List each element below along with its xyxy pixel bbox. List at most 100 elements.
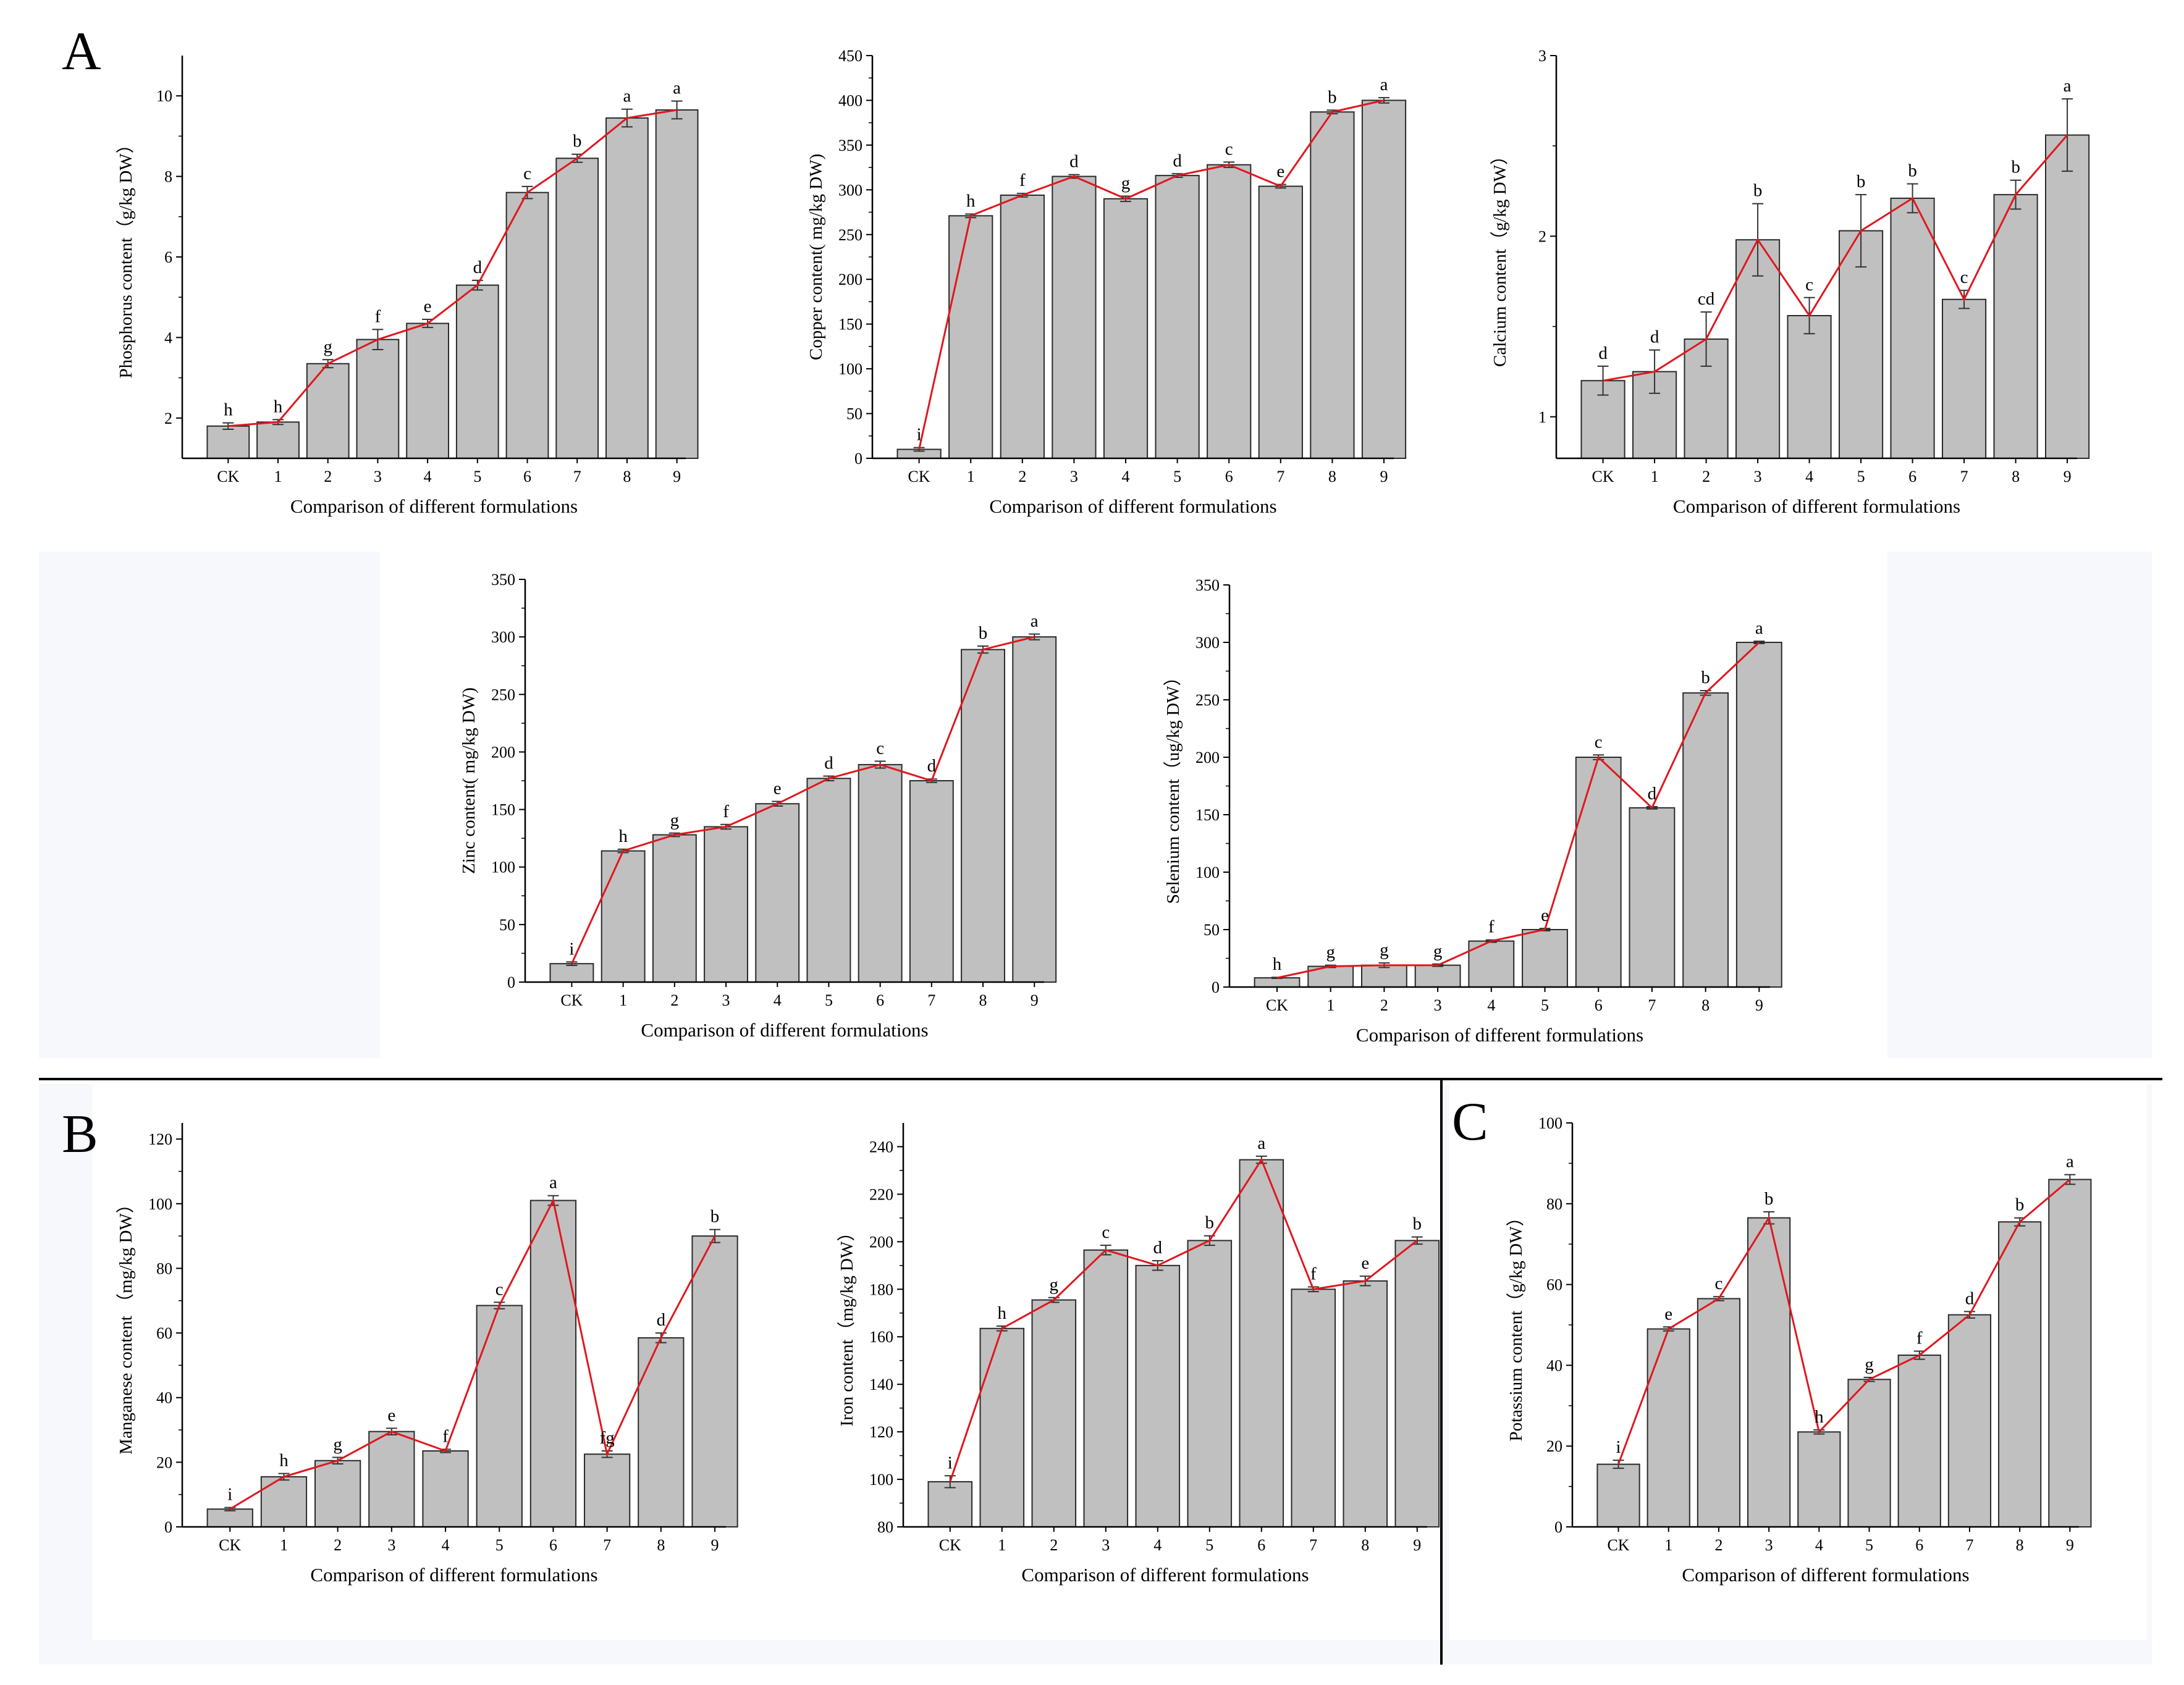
bar — [1414, 964, 1461, 988]
significance-label: b — [1908, 161, 1917, 181]
significance-label: d — [927, 756, 937, 776]
x-tick-label: 3 — [1754, 468, 1762, 485]
significance-label: c — [1805, 275, 1813, 295]
y-tick-label: 180 — [869, 1280, 893, 1298]
bar — [1847, 1379, 1891, 1528]
bar — [1697, 1298, 1741, 1527]
y-tick-label: 450 — [838, 47, 862, 65]
x-tick-label: 6 — [1225, 468, 1233, 485]
x-tick-label: 7 — [1309, 1536, 1317, 1554]
significance-label: i — [917, 425, 922, 445]
x-tick-label: 7 — [1965, 1536, 1973, 1554]
y-tick-label: 120 — [869, 1423, 893, 1441]
y-tick-label: 250 — [1195, 691, 1220, 709]
x-tick-label: 4 — [442, 1536, 450, 1554]
y-tick-label: 140 — [869, 1376, 893, 1393]
significance-label: e — [424, 296, 432, 316]
y-axis-title: Copper content( mg/kg DW) — [806, 154, 826, 360]
x-tick-label: 1 — [998, 1536, 1006, 1554]
x-axis-title: Comparison of different formulations — [641, 1019, 928, 1041]
y-tick-label: 350 — [491, 571, 515, 589]
significance-label: f — [1310, 1264, 1317, 1284]
significance-label: g — [1326, 943, 1335, 962]
x-tick-label: 1 — [1651, 468, 1659, 485]
bar — [1629, 807, 1676, 988]
significance-label: h — [274, 397, 283, 416]
bar — [948, 215, 993, 459]
y-tick-label: 120 — [148, 1130, 172, 1148]
bar — [529, 1200, 577, 1527]
chart-iron: i h g c d b a f e b 80 100 120 140 160 180 200 220 240 CK 1 2… — [837, 1123, 1440, 1586]
bar — [206, 1508, 253, 1528]
significance-label: a — [1380, 75, 1388, 95]
y-axis-title: Calcium content（g/kg DW） — [1490, 147, 1510, 367]
bar — [476, 1305, 523, 1527]
bar — [1735, 642, 1782, 988]
x-tick-label: CK — [908, 468, 930, 485]
y-tick-label: 8 — [164, 168, 172, 186]
bar — [1155, 175, 1200, 459]
trend-line — [571, 636, 1035, 964]
bar — [422, 1450, 469, 1528]
significance-label: a — [549, 1173, 557, 1193]
significance-label: g — [1050, 1275, 1059, 1295]
bar — [1942, 298, 1987, 459]
x-tick-label: 4 — [1487, 996, 1495, 1014]
bar — [638, 1337, 685, 1527]
bar — [1682, 692, 1729, 988]
x-tick-label: 3 — [1102, 1536, 1110, 1554]
x-tick-label: CK — [939, 1536, 961, 1554]
x-tick-label: 9 — [1413, 1536, 1421, 1554]
x-axis-title: Comparison of different formulations — [989, 495, 1276, 517]
significance-label: f — [375, 306, 381, 326]
significance-label: b — [1205, 1213, 1215, 1233]
y-tick-label: 10 — [156, 87, 172, 105]
bar — [1207, 164, 1252, 459]
bar — [314, 1460, 361, 1527]
x-tick-label: 5 — [825, 991, 833, 1009]
x-tick-label: 1 — [274, 468, 282, 485]
y-tick-label: 250 — [838, 226, 862, 244]
significance-label: d — [1965, 1288, 1975, 1308]
x-tick-label: 2 — [324, 468, 332, 485]
x-tick-label: 2 — [334, 1536, 342, 1554]
x-axis-title: Comparison of different formulations — [290, 495, 578, 517]
bar — [555, 158, 599, 459]
x-tick-label: 5 — [1205, 1536, 1213, 1554]
bar — [1135, 1264, 1181, 1527]
x-tick-label: 1 — [619, 991, 627, 1009]
significance-label: g — [323, 337, 332, 356]
bar — [1747, 1217, 1791, 1527]
significance-label: d — [473, 258, 483, 277]
significance-label: d — [1173, 151, 1182, 170]
x-tick-label: 3 — [387, 1536, 395, 1554]
trend-line — [228, 109, 677, 427]
y-tick-label: 100 — [838, 360, 862, 378]
x-tick-label: 2 — [1018, 468, 1026, 485]
significance-label: f — [723, 802, 729, 821]
y-tick-label: 80 — [877, 1518, 893, 1536]
significance-label: a — [2066, 1152, 2074, 1172]
significance-label: e — [1541, 906, 1549, 925]
significance-label: a — [623, 86, 631, 106]
panel-label-b: B — [62, 1104, 98, 1164]
bar — [406, 322, 450, 460]
x-tick-label: 2 — [1702, 468, 1710, 485]
bar — [1291, 1288, 1336, 1528]
bar — [2045, 134, 2090, 459]
significance-label: c — [1715, 1274, 1723, 1293]
y-tick-label: 6 — [164, 248, 172, 266]
significance-label: d — [1069, 152, 1079, 172]
y-tick-label: 200 — [869, 1233, 893, 1251]
significance-label: a — [2064, 76, 2072, 96]
y-tick-label: 100 — [1195, 864, 1220, 881]
bar — [979, 1327, 1025, 1527]
trend-line — [1617, 1179, 2071, 1465]
bar — [1522, 929, 1568, 988]
x-tick-label: 5 — [495, 1536, 504, 1554]
bar — [1012, 636, 1057, 983]
trend-line — [949, 1158, 1418, 1482]
significance-label: b — [710, 1207, 720, 1227]
chart-manganese: i h g e f c a fg d b 0 20 40 60 80 100 120 CK 1 2 3 4 5 6 7 8 9 Com… — [116, 1123, 738, 1586]
x-tick-label: 6 — [876, 991, 884, 1009]
